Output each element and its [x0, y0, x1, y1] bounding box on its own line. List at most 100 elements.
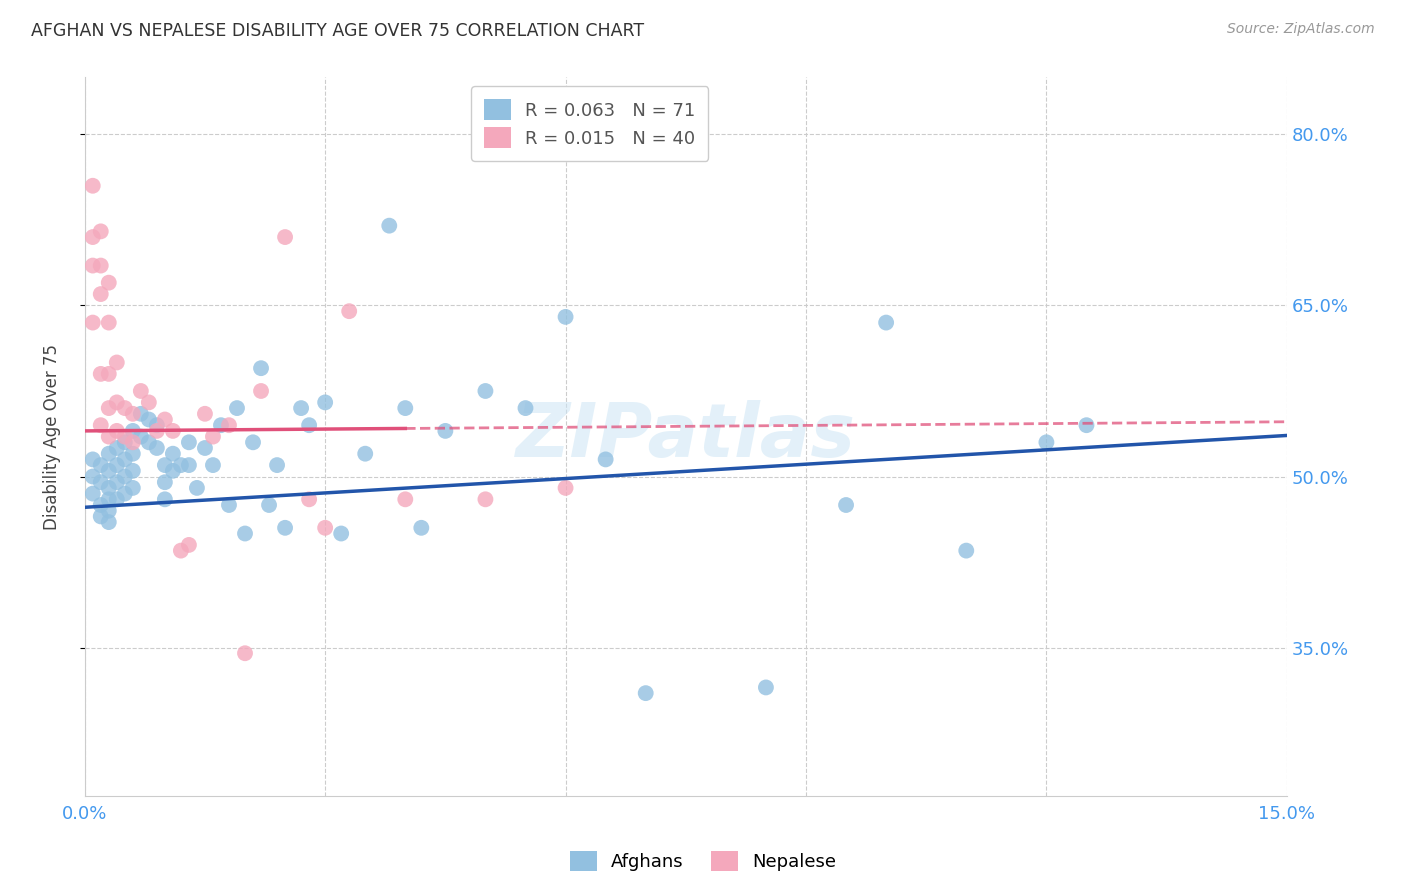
Point — [82, 316, 104, 330]
Point — [82, 469, 104, 483]
Point — [105, 492, 128, 507]
Point — [97, 504, 120, 518]
Point — [138, 435, 160, 450]
Point — [554, 310, 576, 324]
Point — [82, 230, 104, 244]
Point — [554, 481, 576, 495]
Point — [170, 543, 193, 558]
Point — [114, 401, 136, 416]
Point — [121, 424, 143, 438]
Point — [755, 681, 778, 695]
Point — [162, 447, 184, 461]
Point — [242, 435, 264, 450]
Point — [162, 464, 184, 478]
Point — [146, 418, 169, 433]
Point — [90, 367, 112, 381]
Point — [121, 407, 143, 421]
Point — [129, 407, 152, 421]
Point — [90, 458, 112, 472]
Point — [266, 458, 288, 472]
Point — [314, 521, 336, 535]
Point — [634, 686, 657, 700]
Point — [129, 384, 152, 398]
Point — [186, 481, 208, 495]
Point — [97, 429, 120, 443]
Point — [97, 492, 120, 507]
Point — [201, 429, 224, 443]
Point — [121, 435, 143, 450]
Point — [90, 287, 112, 301]
Point — [153, 492, 176, 507]
Point — [97, 316, 120, 330]
Point — [875, 316, 897, 330]
Point — [153, 458, 176, 472]
Point — [394, 492, 416, 507]
Point — [90, 418, 112, 433]
Point — [298, 418, 321, 433]
Point — [250, 361, 273, 376]
Point — [233, 646, 256, 660]
Point — [314, 395, 336, 409]
Point — [177, 435, 200, 450]
Point — [82, 178, 104, 193]
Point — [121, 464, 143, 478]
Point — [97, 367, 120, 381]
Point — [177, 458, 200, 472]
Point — [90, 509, 112, 524]
Point — [170, 458, 193, 472]
Legend: Afghans, Nepalese: Afghans, Nepalese — [562, 844, 844, 879]
Point — [90, 224, 112, 238]
Point — [114, 469, 136, 483]
Point — [153, 412, 176, 426]
Point — [257, 498, 280, 512]
Point — [97, 515, 120, 529]
Point — [394, 401, 416, 416]
Point — [194, 441, 217, 455]
Point — [290, 401, 312, 416]
Point — [105, 475, 128, 490]
Point — [90, 498, 112, 512]
Legend: R = 0.063   N = 71, R = 0.015   N = 40: R = 0.063 N = 71, R = 0.015 N = 40 — [471, 87, 709, 161]
Point — [1035, 435, 1057, 450]
Point — [82, 452, 104, 467]
Y-axis label: Disability Age Over 75: Disability Age Over 75 — [44, 343, 60, 530]
Point — [226, 401, 249, 416]
Point — [201, 458, 224, 472]
Point — [114, 452, 136, 467]
Point — [146, 424, 169, 438]
Point — [90, 475, 112, 490]
Point — [82, 486, 104, 500]
Point — [955, 543, 977, 558]
Point — [97, 447, 120, 461]
Point — [138, 395, 160, 409]
Point — [121, 447, 143, 461]
Point — [177, 538, 200, 552]
Point — [595, 452, 617, 467]
Point — [474, 384, 496, 398]
Point — [515, 401, 537, 416]
Point — [274, 521, 297, 535]
Point — [153, 475, 176, 490]
Point — [330, 526, 353, 541]
Point — [218, 498, 240, 512]
Point — [411, 521, 433, 535]
Point — [434, 424, 457, 438]
Point — [97, 464, 120, 478]
Text: ZIPatlas: ZIPatlas — [516, 401, 856, 473]
Point — [233, 526, 256, 541]
Point — [474, 492, 496, 507]
Point — [105, 424, 128, 438]
Point — [298, 492, 321, 507]
Point — [194, 407, 217, 421]
Point — [90, 259, 112, 273]
Point — [162, 424, 184, 438]
Point — [129, 429, 152, 443]
Point — [121, 481, 143, 495]
Point — [274, 230, 297, 244]
Text: Source: ZipAtlas.com: Source: ZipAtlas.com — [1227, 22, 1375, 37]
Point — [354, 447, 377, 461]
Point — [97, 481, 120, 495]
Point — [105, 458, 128, 472]
Point — [105, 441, 128, 455]
Point — [378, 219, 401, 233]
